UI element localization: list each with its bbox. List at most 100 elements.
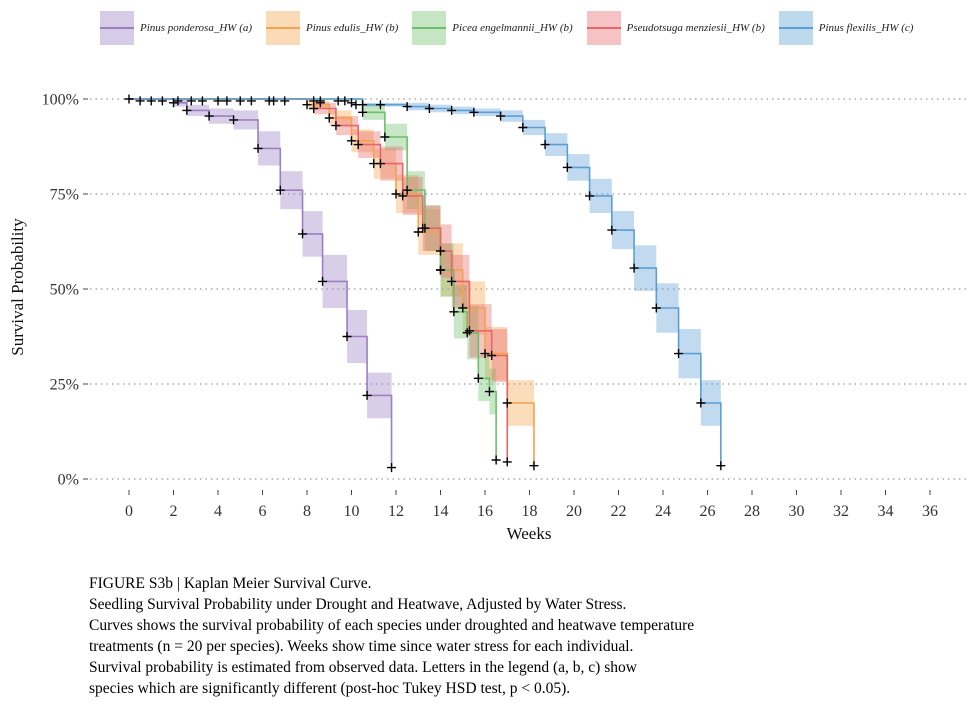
event-mark	[487, 351, 497, 360]
censor-mark	[222, 96, 232, 106]
survival-curve	[129, 98, 722, 466]
x-tick-label: 14	[433, 503, 449, 520]
x-tick-label: 8	[303, 503, 311, 520]
legend-item: Picea engelmannii_HW (b)	[412, 11, 573, 45]
event-mark	[562, 162, 572, 172]
censor-mark	[269, 96, 279, 106]
caption-line: species which are significantly differen…	[89, 680, 571, 697]
y-tick-label: 25%	[50, 377, 79, 394]
event-mark	[375, 159, 385, 169]
censor-mark	[173, 96, 183, 106]
event-mark	[402, 185, 412, 195]
legend-label: Picea engelmannii_HW (b)	[452, 22, 573, 34]
event-mark	[480, 349, 490, 359]
y-tick-label: 75%	[50, 187, 79, 204]
event-mark	[358, 100, 368, 110]
legend-key-line	[412, 27, 447, 29]
censor-mark	[213, 96, 223, 106]
legend-key-line	[778, 27, 813, 29]
event-mark	[449, 307, 459, 317]
event-mark	[629, 263, 639, 273]
event-mark	[502, 457, 512, 467]
event-mark	[418, 223, 428, 233]
event-mark	[491, 455, 501, 465]
legend-key-line	[586, 27, 621, 29]
caption-line: FIGURE S3b | Kaplan Meier Survival Curve…	[89, 575, 372, 592]
censor-mark	[157, 96, 167, 106]
x-tick-label: 4	[214, 503, 222, 520]
x-tick-label: 2	[170, 503, 178, 520]
x-tick-label: 24	[655, 503, 671, 520]
survival-curve	[129, 98, 509, 462]
x-tick-label: 18	[522, 503, 538, 520]
censor-mark	[315, 98, 325, 108]
event-mark	[253, 143, 263, 153]
x-tick-label: 36	[922, 503, 938, 520]
event-mark	[464, 326, 474, 336]
caption-line: Curves shows the survival probability of…	[89, 617, 695, 634]
event-mark	[204, 111, 214, 121]
x-tick-label: 32	[833, 503, 849, 520]
grid-lines	[90, 98, 968, 480]
event-mark	[462, 328, 472, 338]
legend-key-line	[266, 27, 301, 29]
event-mark	[380, 132, 390, 142]
event-mark	[391, 189, 401, 199]
event-mark	[347, 136, 356, 146]
censor-mark	[347, 98, 356, 108]
x-tick-label: 10	[344, 503, 360, 520]
censor-marks	[124, 94, 726, 473]
event-mark	[529, 461, 539, 471]
event-mark	[182, 105, 192, 115]
legend-key-line	[100, 27, 134, 29]
censor-mark	[235, 96, 245, 106]
censor-mark	[135, 96, 145, 106]
legend-key	[586, 11, 621, 45]
caption-line: treatments (n = 20 per species). Weeks s…	[89, 638, 634, 655]
event-mark	[342, 332, 352, 341]
caption-line: Seedling Survival Probability under Drou…	[89, 596, 627, 613]
x-tick-label: 12	[388, 503, 404, 520]
event-mark	[716, 461, 726, 471]
legend-label: Pseudotsuga menziesii_HW (b)	[626, 22, 765, 34]
event-mark	[502, 398, 512, 408]
x-tick-label: 6	[259, 503, 267, 520]
event-mark	[447, 105, 457, 115]
event-mark	[436, 265, 445, 275]
legend-label: Pinus ponderosa_HW (a)	[140, 22, 253, 34]
x-tick-label: 30	[789, 503, 805, 520]
censor-mark	[280, 96, 290, 106]
event-mark	[436, 246, 445, 256]
event-mark	[298, 229, 308, 239]
event-mark	[540, 140, 550, 150]
event-mark	[309, 104, 319, 113]
event-mark	[318, 276, 328, 286]
x-tick-label: 0	[125, 503, 133, 520]
event-mark	[169, 98, 178, 108]
x-tick-label: 28	[744, 503, 760, 520]
legend-item: Pseudotsuga menziesii_HW (b)	[586, 11, 765, 45]
event-mark	[607, 225, 617, 235]
event-mark	[651, 303, 661, 313]
y-tick-label: 100%	[42, 92, 79, 109]
event-mark	[353, 140, 363, 150]
event-mark	[496, 111, 506, 121]
x-tick-label: 16	[477, 503, 493, 520]
y-tick-label: 50%	[50, 282, 79, 299]
event-mark	[275, 185, 285, 195]
event-mark	[424, 104, 434, 113]
event-mark	[674, 349, 684, 359]
survival-chart: 0%25%50%75%100% 0 2 4 6 8 10 12 14 16 18 20 22 24 26 2…	[8, 92, 968, 543]
survival-curves	[129, 98, 722, 468]
event-mark	[696, 398, 706, 408]
x-tick-label: 22	[611, 503, 627, 520]
event-mark	[469, 107, 479, 117]
event-mark	[362, 390, 372, 400]
event-mark	[484, 387, 494, 397]
x-axis-ticks: 0 2 4 6 8 10 12 14 16 18 20 22 24 26 28 30 32 34 36	[125, 490, 938, 520]
chart-legend: Pinus ponderosa_HW (a) Pinus edulis_HW (b…	[100, 11, 913, 45]
event-mark	[387, 463, 397, 473]
figure-caption: FIGURE S3b | Kaplan Meier Survival Curve…	[89, 573, 949, 699]
y-axis-label: Survival Probability	[8, 218, 27, 356]
x-tick-label: 34	[878, 503, 894, 520]
